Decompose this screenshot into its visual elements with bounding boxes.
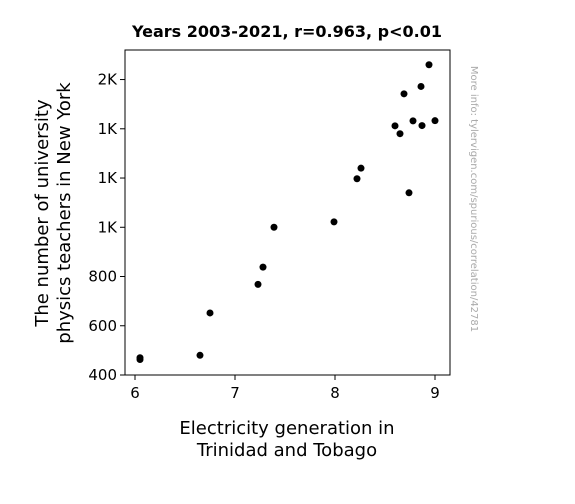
x-tick-label: 6 (130, 384, 140, 402)
data-point (431, 117, 439, 125)
x-tick-label: 7 (230, 384, 240, 402)
y-tick-label: 400 (88, 366, 117, 384)
y-axis-label-line-1: The number of university (32, 99, 53, 328)
data-point (259, 263, 267, 271)
data-point (400, 90, 408, 98)
y-tick-label: 1K (98, 120, 119, 138)
source-note: More info: tylervigen.com/spurious/corre… (468, 66, 479, 332)
data-point (396, 130, 404, 138)
data-point (136, 355, 144, 363)
y-tick-label: 800 (88, 268, 117, 286)
chart-title: Years 2003-2021, r=0.963, p<0.01 (131, 22, 442, 41)
data-point (418, 122, 426, 130)
plot-frame (124, 49, 451, 376)
data-point (405, 189, 413, 197)
y-axis-label-line-2: physics teachers in New York (54, 82, 75, 344)
y-tick-label: 600 (88, 317, 117, 335)
data-point (357, 164, 365, 172)
data-point (409, 117, 417, 125)
x-axis-label-line-1: Electricity generation in (179, 418, 394, 439)
plot-area (124, 49, 451, 376)
y-tick-label: 1K (98, 169, 119, 187)
x-axis-label-line-2: Trinidad and Tobago (196, 440, 377, 461)
x-tick-label: 9 (430, 384, 440, 402)
data-point (270, 223, 278, 231)
x-tick-label: 8 (330, 384, 340, 402)
data-points (136, 61, 439, 363)
y-axis: 400 600 800 1K 1K 1K 2K (88, 71, 125, 384)
y-tick-label: 2K (98, 71, 119, 89)
data-point (353, 175, 361, 183)
data-point (391, 122, 399, 130)
data-point (254, 280, 262, 288)
data-point (196, 351, 204, 359)
data-point (417, 82, 425, 90)
data-point (330, 218, 338, 226)
x-axis: 6 7 8 9 (130, 375, 440, 402)
y-tick-label: 1K (98, 218, 119, 236)
data-point (206, 309, 214, 317)
data-point (425, 61, 433, 69)
